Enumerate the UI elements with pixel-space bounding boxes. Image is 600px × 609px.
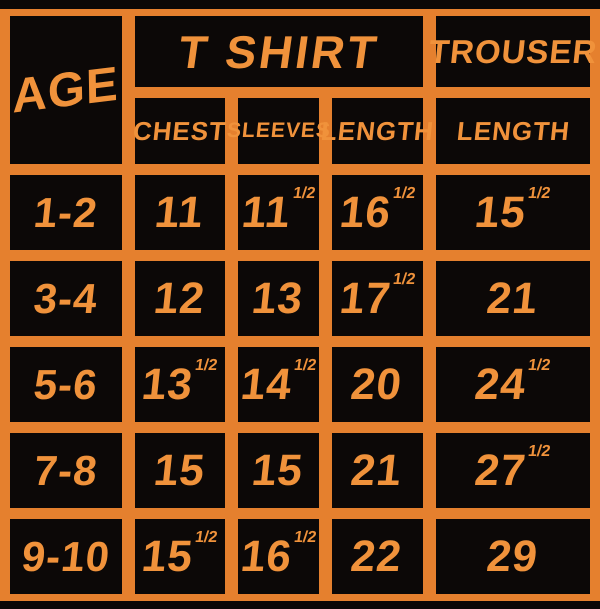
cell-value: 20 (348, 359, 405, 409)
cell-value: 12 (150, 273, 208, 323)
header-trouser-group: TROUSER (427, 16, 599, 87)
header-age: AGE (10, 16, 122, 164)
table-cell-length: 21 (332, 433, 423, 508)
table-cell-trouser-length: 21 (436, 261, 590, 336)
cell-value: 27 (472, 445, 529, 495)
header-length: LENGTH (320, 98, 436, 164)
table-cell-length: 16 1/2 (332, 175, 423, 250)
header-chest: CHEST (131, 98, 229, 164)
half-fraction: 1/2 (391, 270, 417, 288)
table-cell-age: 1-2 (10, 175, 122, 250)
half-fraction: 1/2 (391, 184, 417, 202)
header-tshirt-group: T SHIRT (135, 16, 423, 87)
top-black-strip (0, 0, 600, 9)
header-tshirt-label: T SHIRT (175, 25, 383, 78)
header-sleeves-label: SLEEVES (225, 119, 332, 142)
half-fraction: 1/2 (292, 528, 318, 546)
age-value: 9-10 (19, 532, 113, 580)
table-cell-age: 5-6 (10, 347, 122, 422)
header-trouser-label: TROUSER (426, 32, 600, 70)
half-fraction: 1/2 (527, 184, 552, 202)
cell-value: 24 (472, 359, 529, 409)
cell-value: 15 (139, 531, 196, 581)
table-cell-length: 20 (332, 347, 423, 422)
half-fraction: 1/2 (291, 184, 317, 202)
table-cell-chest: 12 (135, 261, 225, 336)
header-age-label: AGE (12, 56, 120, 124)
cell-value: 11 (239, 187, 294, 237)
cell-value: 16 (337, 187, 394, 237)
table-cell-sleeves: 13 (238, 261, 319, 336)
table-cell-chest: 15 1/2 (135, 519, 225, 594)
table-cell-age: 9-10 (10, 519, 122, 594)
header-trouser-length-label: LENGTH (455, 115, 572, 146)
table-cell-sleeves: 11 1/2 (238, 175, 319, 250)
header-chest-label: CHEST (131, 115, 229, 146)
cell-value: 21 (348, 445, 405, 495)
cell-value: 17 (337, 273, 394, 323)
cell-value: 14 (238, 359, 295, 409)
header-sleeves: SLEEVES (225, 98, 332, 164)
table-cell-trouser-length: 27 1/2 (436, 433, 590, 508)
size-chart-table: AGE T SHIRT TROUSER CHEST SLEEVES LENGTH… (10, 16, 599, 594)
header-length-label: LENGTH (319, 115, 436, 146)
cell-value: 21 (483, 273, 541, 323)
cell-value: 13 (139, 359, 196, 409)
header-trouser-length: LENGTH (436, 98, 590, 164)
half-fraction: 1/2 (292, 356, 318, 374)
cell-value: 11 (152, 187, 206, 237)
cell-value: 15 (472, 187, 529, 237)
table-cell-trouser-length: 29 (436, 519, 590, 594)
table-cell-sleeves: 16 1/2 (238, 519, 319, 594)
bottom-black-strip (0, 601, 600, 609)
table-cell-length: 22 (332, 519, 423, 594)
table-cell-age: 3-4 (10, 261, 122, 336)
cell-value: 29 (483, 531, 541, 581)
cell-value: 15 (150, 445, 208, 495)
table-cell-trouser-length: 15 1/2 (436, 175, 590, 250)
table-cell-trouser-length: 24 1/2 (436, 347, 590, 422)
table-cell-chest: 13 1/2 (135, 347, 225, 422)
half-fraction: 1/2 (194, 356, 219, 374)
half-fraction: 1/2 (527, 442, 552, 460)
cell-value: 13 (249, 273, 306, 323)
cell-value: 15 (249, 445, 306, 495)
table-cell-length: 17 1/2 (332, 261, 423, 336)
half-fraction: 1/2 (527, 356, 552, 374)
age-value: 3-4 (31, 274, 101, 322)
age-value: 5-6 (31, 360, 101, 408)
table-cell-sleeves: 14 1/2 (238, 347, 319, 422)
age-value: 1-2 (31, 188, 101, 236)
cell-value: 16 (238, 531, 295, 581)
table-cell-age: 7-8 (10, 433, 122, 508)
table-cell-sleeves: 15 (238, 433, 319, 508)
half-fraction: 1/2 (194, 528, 219, 546)
table-cell-chest: 15 (135, 433, 225, 508)
table-cell-chest: 11 (135, 175, 225, 250)
age-value: 7-8 (31, 446, 101, 494)
cell-value: 22 (348, 531, 405, 581)
